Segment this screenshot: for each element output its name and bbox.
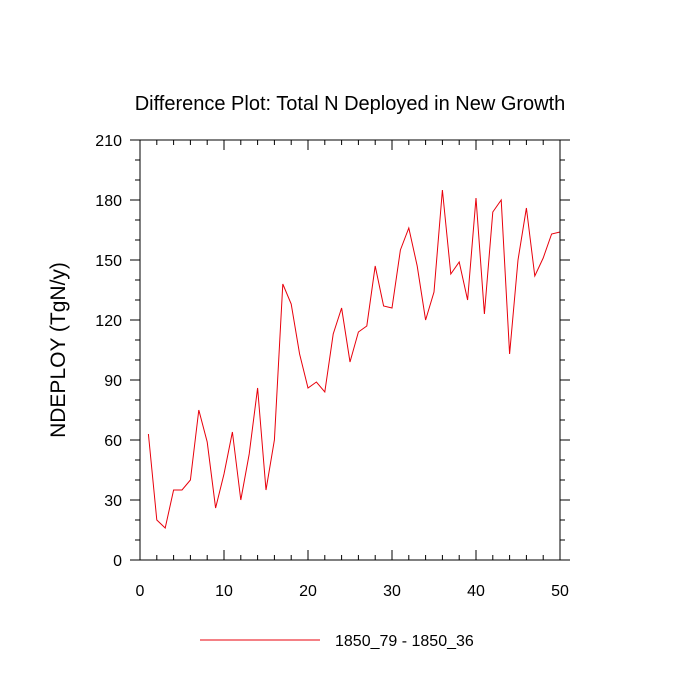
y-tick-label: 60 [104, 433, 122, 450]
y-tick-label: 120 [95, 313, 122, 330]
tick-labels: 0 10 20 30 40 50 0 30 60 90 120 150 180 210 [95, 133, 569, 600]
y-tick-label: 180 [95, 193, 122, 210]
y-tick-label: 150 [95, 253, 122, 270]
y-tick-label: 30 [104, 493, 122, 510]
x-tick-label: 20 [299, 583, 317, 600]
legend-label: 1850_79 - 1850_36 [335, 633, 474, 650]
axis-ticks [130, 139, 570, 561]
y-axis-label: NDEPLOY (TgN/y) [47, 262, 70, 438]
y-tick-label: 90 [104, 373, 122, 390]
chart-title: Difference Plot: Total N Deployed in New… [135, 93, 566, 115]
x-tick-label: 0 [136, 583, 145, 600]
plot-frame [139, 139, 561, 561]
x-tick-label: 10 [215, 583, 233, 600]
x-tick-label: 40 [467, 583, 485, 600]
x-tick-label: 50 [551, 583, 569, 600]
y-tick-label: 210 [95, 133, 122, 150]
series-line [147, 189, 561, 529]
y-tick-label: 0 [113, 553, 122, 570]
x-tick-label: 30 [383, 583, 401, 600]
